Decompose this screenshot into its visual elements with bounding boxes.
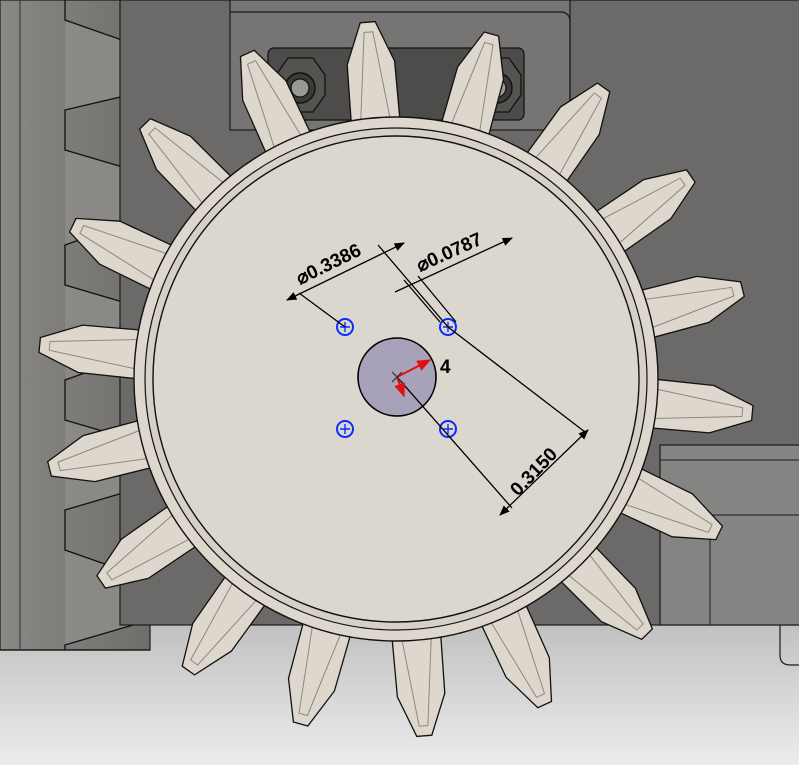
gear-tooth-facet: [360, 31, 391, 123]
pattern-count-label: 4: [440, 357, 451, 378]
gear-tooth-facet: [48, 339, 141, 370]
gear-tooth-facet: [189, 580, 259, 666]
gear-tooth-facet: [106, 512, 192, 581]
gear-tooth-facet: [600, 177, 686, 246]
gear-tooth-facet: [450, 41, 494, 134]
gear-tooth-facet: [79, 224, 170, 282]
gear-tooth-facet: [401, 635, 432, 727]
gear-tooth-facet: [651, 388, 744, 419]
origin-triad-icon: [391, 359, 432, 398]
gear-tooth-facet: [246, 59, 303, 151]
gear-tooth-facet: [533, 92, 603, 178]
gear-tooth-facet: [298, 624, 342, 717]
gear-tooth-facet: [489, 607, 546, 699]
sketch-point-bottom-left[interactable]: [336, 420, 354, 438]
sketch-point-bottom-right[interactable]: [439, 420, 457, 438]
gear-tooth-facet: [622, 476, 713, 534]
hex-nut-left[interactable]: [275, 57, 326, 113]
gear-tooth-facet: [566, 552, 644, 631]
gear-teeth: [38, 20, 754, 738]
gear-tooth-facet: [148, 127, 226, 206]
gear-tooth-facet: [642, 286, 735, 329]
gear-tooth-facet: [57, 429, 150, 472]
